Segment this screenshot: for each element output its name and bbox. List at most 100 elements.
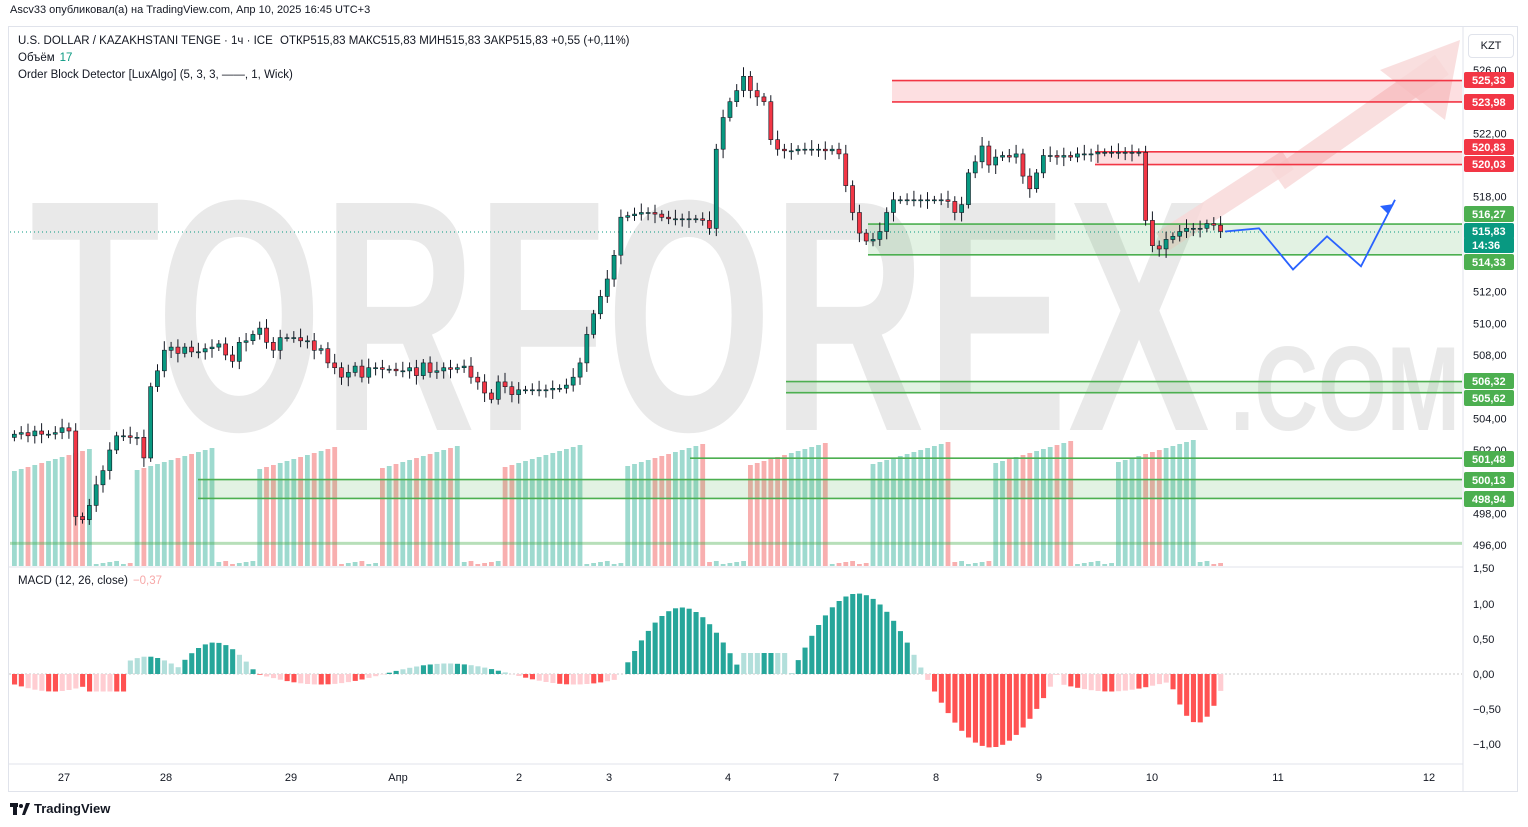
macd-legend[interactable]: MACD (12, 26, close) −0,37 [18, 575, 162, 587]
candle-body [1129, 152, 1135, 154]
candle-body [782, 148, 787, 152]
symbol-legend[interactable]: U.S. DOLLAR / KAZAKHSTANI TENGE · 1ч · I… [18, 35, 630, 47]
volume-bar [1109, 563, 1114, 566]
volume-bar [986, 561, 992, 566]
volume-bar [243, 562, 249, 566]
macd-bar [93, 674, 99, 692]
currency-button[interactable]: KZT [1468, 34, 1514, 58]
macd-bar [271, 674, 277, 679]
macd-bar [250, 669, 256, 674]
volume-bar [1000, 461, 1005, 566]
macd-value: −0,37 [132, 575, 163, 587]
macd-bar [986, 674, 992, 748]
candle-body [127, 435, 133, 438]
volume-bar [454, 446, 460, 566]
candle-body [468, 365, 474, 378]
candle-body [1034, 172, 1039, 189]
macd-tick: −1,00 [1473, 739, 1501, 751]
candle-body [625, 215, 631, 218]
candle-body [836, 148, 842, 155]
volume-bar [1156, 450, 1162, 566]
macd-bar [393, 670, 399, 674]
candle-body [434, 370, 440, 373]
volume-bar [325, 449, 331, 566]
volume-bar [966, 564, 971, 566]
macd-bar [564, 674, 570, 685]
candle-body [400, 370, 406, 373]
price-label: 501,48 [1472, 454, 1506, 466]
tradingview-footer[interactable]: TradingView [10, 801, 110, 816]
candle-body [87, 505, 92, 520]
price-label: 515,83 [1472, 226, 1506, 238]
macd-bar [584, 674, 590, 684]
volume-bar [686, 448, 692, 566]
candle-body [209, 346, 215, 350]
macd-bar [529, 674, 535, 680]
volume-bar [932, 446, 937, 566]
macd-bar [1197, 674, 1203, 723]
candle-body [952, 201, 958, 213]
price-tick: 510,00 [1473, 318, 1507, 330]
macd-bar [557, 674, 563, 684]
candle-body [638, 212, 644, 215]
candle-body [1143, 152, 1148, 221]
macd-bar [966, 674, 972, 738]
volume-bar [543, 455, 549, 566]
macd-bar [686, 608, 692, 674]
volume-bar [1047, 447, 1053, 566]
macd-bar [816, 625, 822, 674]
volume-bar [223, 561, 229, 566]
candle-body [39, 430, 44, 435]
volume-bar [1095, 561, 1101, 566]
indicator-legend[interactable]: Order Block Detector [LuxAlgo] (5, 3, 3,… [18, 69, 293, 81]
time-tick: 11 [1272, 772, 1283, 784]
macd-bar [230, 649, 236, 674]
volume-bar [550, 453, 556, 566]
volume-legend[interactable]: Объём 17 [18, 52, 72, 64]
macd-bar [550, 674, 556, 683]
volume-bar [380, 468, 385, 566]
macd-bar [114, 674, 120, 692]
candle-body [809, 148, 814, 151]
macd-bar [318, 674, 324, 685]
volume-bar [407, 460, 412, 566]
chart-frame[interactable] [8, 26, 1518, 792]
volume-bar [298, 457, 303, 566]
volume-bar [516, 463, 522, 566]
volume-bar [400, 462, 406, 566]
volume-bar [230, 564, 235, 566]
candle-body [407, 367, 413, 372]
volume-bar [652, 458, 658, 566]
macd-bar [400, 669, 406, 674]
volume-bar [1129, 458, 1135, 566]
candle-body [332, 362, 338, 368]
macd-bar [659, 616, 665, 674]
candle-body [679, 218, 685, 221]
macd-bar [1143, 674, 1149, 688]
volume-bar [748, 465, 753, 566]
volume-bar [318, 451, 324, 566]
macd-bar [625, 662, 631, 674]
candle-body [489, 392, 494, 400]
price-label-bg [1464, 72, 1514, 88]
published-by: Ascv33 опубликовал(а) на TradingView.com… [10, 4, 371, 16]
candle-body [604, 278, 610, 297]
macd-axis: 1,00 0,50 0,00 −0,50 −1,00 [1473, 599, 1501, 751]
volume-bar [495, 561, 501, 566]
volume-bar [284, 461, 290, 566]
volume-bar [271, 465, 276, 566]
candle-body [1218, 224, 1223, 232]
macd-bar [236, 654, 242, 674]
volume-bar [945, 442, 951, 566]
candle-body [986, 145, 992, 166]
volume-bar [857, 564, 862, 566]
candle-body [618, 216, 624, 256]
macd-bar [1218, 674, 1224, 691]
macd-bar [18, 674, 24, 687]
candle-body [557, 387, 562, 390]
macd-bar [441, 663, 447, 674]
macd-bar [638, 640, 644, 674]
candle-body [843, 153, 849, 186]
macd-bar [407, 667, 413, 674]
